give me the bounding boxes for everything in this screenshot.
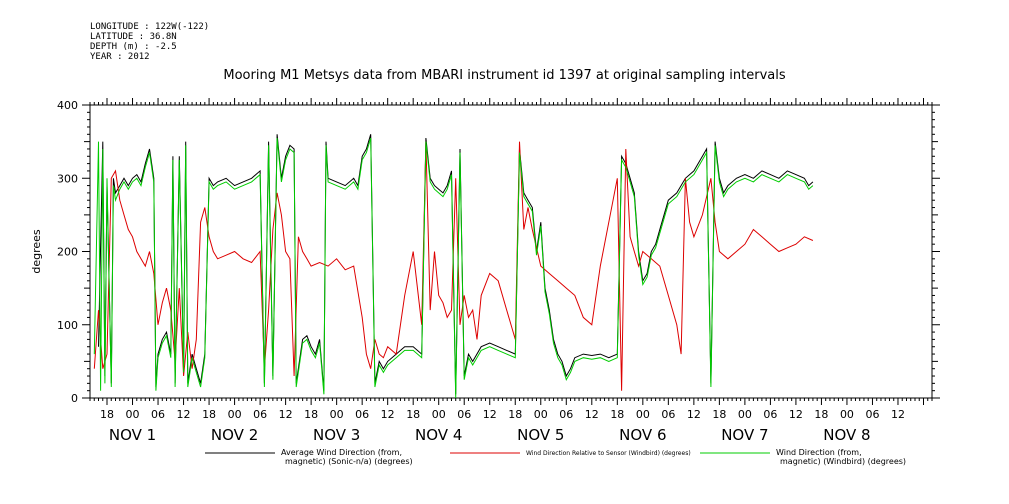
x-hour-label: 00 (126, 408, 140, 421)
legend-label-1: Average Wind Direction (from, (281, 448, 402, 457)
x-hour-label: 18 (712, 408, 726, 421)
y-tick-label: 400 (57, 99, 78, 112)
series-line-3 (93, 137, 814, 399)
x-hour-label: 12 (789, 408, 803, 421)
x-day-label: NOV 8 (823, 426, 870, 444)
y-tick-label: 300 (57, 172, 78, 185)
legend-label-3: Wind Direction (from, (776, 448, 862, 457)
x-hour-label: 00 (228, 408, 242, 421)
x-hour-label: 12 (177, 408, 191, 421)
x-hour-label: 18 (202, 408, 216, 421)
longitude-text: LONGITUDE : 122W(-122) (90, 22, 210, 32)
y-tick-label: 100 (57, 319, 78, 332)
chart-title: Mooring M1 Metsys data from MBARI instru… (223, 68, 786, 83)
x-hour-label: 00 (534, 408, 548, 421)
x-hour-label: 00 (330, 408, 344, 421)
x-hour-label: 06 (865, 408, 879, 421)
y-axis-label: degrees (30, 229, 43, 274)
x-hour-label: 18 (100, 408, 114, 421)
x-hour-label: 06 (355, 408, 369, 421)
x-hour-label: 18 (814, 408, 828, 421)
x-day-label: NOV 4 (415, 426, 462, 444)
x-hour-label: 06 (457, 408, 471, 421)
x-hour-label: 18 (610, 408, 624, 421)
x-hour-label: 06 (151, 408, 165, 421)
x-hour-label: 06 (559, 408, 573, 421)
latitude-text: LATITUDE : 36.8N (90, 32, 177, 42)
x-hour-label: 12 (381, 408, 395, 421)
x-hour-label: 00 (840, 408, 854, 421)
x-day-label: NOV 2 (211, 426, 258, 444)
metadata-block: LONGITUDE : 122W(-122) LATITUDE : 36.8N … (90, 22, 209, 62)
x-hour-label: 18 (508, 408, 522, 421)
y-tick-label: 0 (71, 392, 78, 405)
x-hour-label: 12 (279, 408, 293, 421)
x-hour-label: 00 (432, 408, 446, 421)
x-hour-label: 06 (253, 408, 267, 421)
year-text: YEAR : 2012 (90, 52, 150, 62)
x-hour-label: 06 (763, 408, 777, 421)
legend-label-2: Wind Direction Relative to Sensor (Windb… (526, 450, 691, 457)
x-hour-label: 12 (891, 408, 905, 421)
x-day-label: NOV 3 (313, 426, 360, 444)
depth-text: DEPTH (m) : -2.5 (90, 42, 177, 52)
plot-area-border (89, 104, 933, 399)
x-hour-label: 18 (304, 408, 318, 421)
x-day-label: NOV 7 (721, 426, 768, 444)
x-hour-label: 18 (406, 408, 420, 421)
x-day-label: NOV 1 (109, 426, 156, 444)
x-hour-label: 12 (483, 408, 497, 421)
legend-label-3-line2: magnetic) (Windbird) (degrees) (780, 457, 906, 466)
series-line-2 (93, 141, 814, 391)
x-hour-label: 00 (738, 408, 752, 421)
legend-label-1-line2: magnetic) (Sonic-n/a) (degrees) (285, 457, 413, 466)
y-tick-label: 200 (57, 246, 78, 259)
x-day-label: NOV 6 (619, 426, 666, 444)
x-hour-label: 06 (661, 408, 675, 421)
x-hour-label: 12 (687, 408, 701, 421)
x-hour-label: 00 (636, 408, 650, 421)
x-hour-label: 12 (585, 408, 599, 421)
series-line-1 (98, 134, 814, 395)
x-day-label: NOV 5 (517, 426, 564, 444)
